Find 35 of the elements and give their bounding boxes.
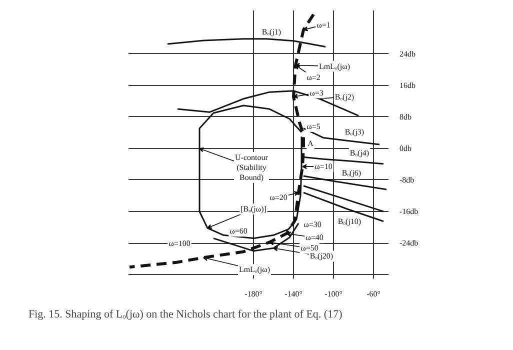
- annotation: ω=30: [304, 220, 322, 229]
- annotation: ω=2: [306, 72, 320, 82]
- x-tick-label: -60°: [366, 290, 380, 298]
- annotation: ω=40: [306, 233, 324, 242]
- x-tick-label: -140°: [284, 290, 302, 298]
- annotation: ω=50: [300, 244, 318, 253]
- text: Fig. 15. Shaping of Lₒ(jω) on the Nichols chart for the plant of Eq. (17): [28, 308, 343, 320]
- annotation: LmLₒ(jω): [238, 265, 270, 274]
- annotation: [Bₒ(jω)]: [240, 204, 267, 214]
- y-tick-label: -24db: [400, 238, 418, 248]
- annotation: ω=10: [314, 162, 332, 172]
- y-tick-label: -8db: [400, 175, 414, 184]
- annotation: Bₒ(j3): [344, 127, 364, 136]
- y-tick-label: 24db: [400, 49, 416, 58]
- annotation: Bₒ(j4): [350, 148, 370, 158]
- annotation: ω=20: [270, 193, 288, 202]
- y-tick-label: 8db: [400, 112, 412, 122]
- annotation: Bₒ(j1): [262, 27, 282, 36]
- annotation: LmLₒ(jω): [318, 62, 350, 71]
- annotation: A: [308, 139, 314, 148]
- annotation: ω=5: [306, 122, 320, 131]
- annotation: ω=100: [168, 238, 190, 248]
- annotation: Bₒ(j10): [338, 217, 362, 226]
- x-tick-label: -180°: [244, 290, 262, 298]
- annotation: Bₒ(j2): [334, 92, 354, 102]
- annotation: Bₒ(j20): [310, 252, 334, 261]
- annotation: ω=60: [230, 226, 248, 236]
- y-tick-label: 16db: [400, 80, 416, 90]
- x-tick-label: -100°: [324, 290, 342, 298]
- y-tick-label: 0db: [400, 144, 412, 153]
- annotation: U-contour (Stability Bound): [235, 153, 268, 182]
- annotation: ω=3: [310, 88, 324, 98]
- y-tick-label: -16db: [400, 207, 418, 216]
- annotation: ω=1: [316, 20, 330, 30]
- annotation: Bₒ(j6): [342, 168, 362, 178]
